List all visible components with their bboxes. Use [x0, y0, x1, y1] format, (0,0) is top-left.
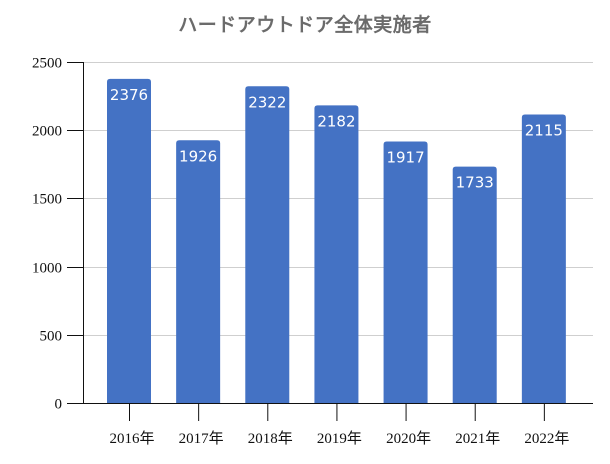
- x-tick-label: 2020年: [386, 430, 431, 447]
- bar: [383, 141, 428, 404]
- bar: [107, 78, 151, 403]
- x-tick-label: 2021年: [455, 430, 500, 447]
- bar: [452, 166, 497, 403]
- axes: [67, 62, 593, 404]
- x-tick-label: 2016年: [109, 430, 154, 447]
- x-tick-label: 2017年: [179, 430, 224, 447]
- bars: 2376 1926 2322 2182 1917 1733 2115: [107, 78, 566, 404]
- data-label: 2322: [248, 93, 286, 111]
- bar: [176, 140, 221, 404]
- y-tick-label: 0: [55, 397, 63, 413]
- chart-title: ハードアウトドア全体実施者: [178, 14, 432, 36]
- x-tick-label: 2018年: [248, 430, 293, 447]
- bar: [314, 105, 359, 404]
- bar: [521, 114, 566, 403]
- y-tick-label: 1500: [32, 192, 62, 208]
- bar: [245, 86, 290, 403]
- y-axis-ticks: 0 500 1000 1500 2000 2500: [32, 56, 83, 413]
- data-label: 1917: [386, 149, 424, 167]
- x-tick-label: 2022年: [524, 430, 569, 447]
- y-tick-label: 2500: [32, 56, 62, 72]
- data-label: 1733: [456, 174, 494, 192]
- y-tick-label: 500: [40, 329, 63, 345]
- x-axis-ticks: 2016年 2017年 2018年 2019年 2020年 2021年 2022年: [109, 403, 569, 447]
- data-label: 2182: [317, 112, 355, 130]
- data-label: 2115: [525, 122, 563, 140]
- data-label: 1926: [179, 147, 217, 165]
- x-tick-label: 2019年: [317, 430, 362, 447]
- y-tick-label: 2000: [32, 124, 62, 140]
- data-label: 2376: [110, 86, 148, 104]
- y-tick-label: 1000: [32, 261, 62, 277]
